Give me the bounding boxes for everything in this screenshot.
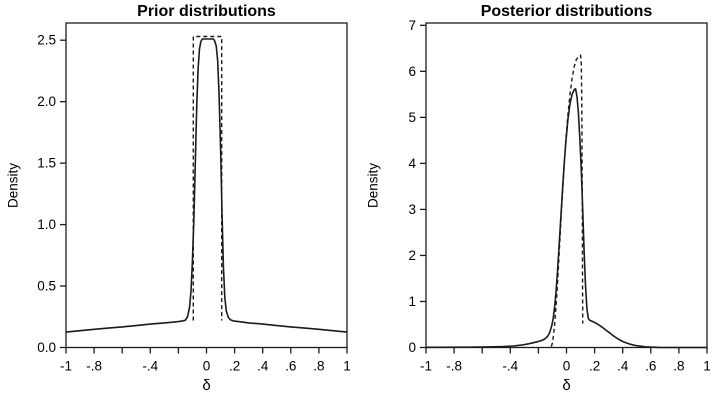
prior-x-tick-label: .6 xyxy=(285,359,296,374)
posterior-y-tick-label: 5 xyxy=(408,110,416,125)
prior-plot-box xyxy=(65,22,348,349)
prior-x-tick-label: -.8 xyxy=(86,359,102,374)
prior-x-tick-label: .8 xyxy=(313,359,324,374)
posterior-x-tick-label: .8 xyxy=(673,359,684,374)
posterior-title: Posterior distributions xyxy=(480,3,653,20)
posterior-y-tick-label: 6 xyxy=(408,64,416,79)
prior-y-tick-label: 2.0 xyxy=(37,94,56,109)
prior-x-tick-label: 1 xyxy=(343,359,351,374)
prior-x-tick-label: -.4 xyxy=(142,359,158,374)
posterior-y-tick-label: 0 xyxy=(408,340,416,355)
posterior-y-tick-label: 2 xyxy=(408,248,416,263)
posterior-curve-dashed xyxy=(550,54,584,347)
posterior-x-tick-label: 0 xyxy=(563,359,571,374)
posterior-x-tick-label: 1 xyxy=(703,359,711,374)
prior-curve-solid xyxy=(65,38,348,333)
prior-x-tick-label: 0 xyxy=(203,359,211,374)
posterior-x-axis-label: δ xyxy=(562,377,571,394)
prior-curve-dashed xyxy=(192,35,223,321)
posterior-plot-box xyxy=(425,22,708,349)
posterior-y-tick-label: 3 xyxy=(408,202,416,217)
posterior-x-tick-label: .6 xyxy=(645,359,656,374)
panel-posterior: Posterior distributions Density -1 -.8 -.4… xyxy=(360,0,720,400)
posterior-plot: -1 -.8 -.4 0 .2 .4 .6 .8 1 0 1 2 3 4 5 6 7 xyxy=(408,18,711,374)
prior-y-tick-label: 2.5 xyxy=(37,33,56,48)
prior-y-tick-label: 0.5 xyxy=(37,279,56,294)
prior-x-tick-label: .2 xyxy=(229,359,240,374)
posterior-x-tick-label: -1 xyxy=(420,359,432,374)
posterior-curve-solid xyxy=(425,88,707,349)
prior-x-axis-label: δ xyxy=(202,377,211,394)
posterior-y-tick-label: 4 xyxy=(408,156,416,171)
panel-prior: Prior distributions Density -1 -.8 -.4 0.2.… xyxy=(6,3,351,394)
posterior-x-tick-label: -.4 xyxy=(502,359,518,374)
posterior-x-tick-label: -.8 xyxy=(446,359,462,374)
prior-y-tick-label: 1.0 xyxy=(37,217,56,232)
posterior-x-tick-label: .4 xyxy=(617,359,629,374)
posterior-x-tick-label: .2 xyxy=(589,359,600,374)
posterior-y-tick-label: 1 xyxy=(408,294,416,309)
prior-x-tick-label: .4 xyxy=(257,359,269,374)
prior-y-tick-label: 0.0 xyxy=(37,340,56,355)
prior-title: Prior distributions xyxy=(137,3,276,20)
prior-x-tick-label: -1 xyxy=(60,359,72,374)
prior-plot: -1 -.8 -.4 0 .2 .4 .6 .8 1 0.0 0.5 1.0 1.5 2.0 2.5 xyxy=(37,22,351,374)
prior-y-tick-label: 1.5 xyxy=(37,156,56,171)
posterior-y-tick-label: 7 xyxy=(408,18,416,33)
